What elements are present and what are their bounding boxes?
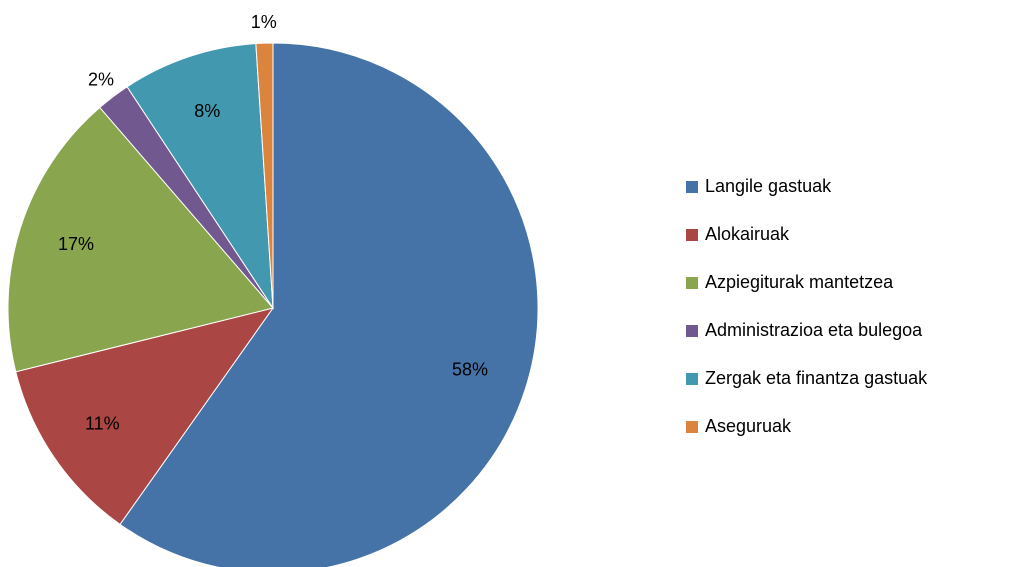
data-label: 1%: [251, 12, 277, 32]
pie-slice: [15, 307, 275, 526]
legend-label: Aseguruak: [705, 416, 792, 436]
legend-label: Azpiegiturak mantetzea: [705, 272, 894, 292]
data-label: 11%: [85, 413, 120, 433]
pie-slice: [126, 43, 274, 310]
data-label: 17%: [58, 234, 94, 254]
legend-swatch: [686, 325, 698, 337]
data-label: 2%: [88, 69, 114, 89]
legend-swatch: [686, 277, 698, 289]
legend-label: Zergak eta finantza gastuak: [705, 368, 928, 388]
legend-swatch: [686, 229, 698, 241]
legend-swatch: [686, 181, 698, 193]
pie-slice: [119, 42, 539, 567]
legend-label: Administrazioa eta bulegoa: [705, 320, 923, 340]
legend-label: Langile gastuak: [705, 176, 832, 196]
data-label: 58%: [452, 359, 488, 379]
legend-label: Alokairuak: [705, 224, 790, 244]
pie-slice: [255, 42, 274, 309]
data-label: 8%: [194, 101, 220, 121]
pie-slice: [7, 106, 274, 373]
legend-swatch: [686, 421, 698, 433]
legend-swatch: [686, 373, 698, 385]
